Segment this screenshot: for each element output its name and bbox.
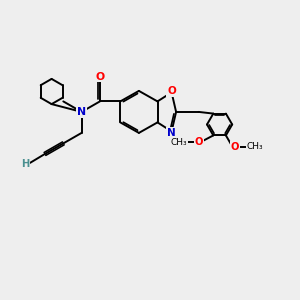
Text: H: H: [21, 159, 30, 170]
Text: N: N: [167, 128, 176, 138]
Text: CH₃: CH₃: [247, 142, 264, 151]
Text: O: O: [194, 137, 203, 147]
Text: N: N: [77, 107, 86, 117]
Text: O: O: [95, 71, 104, 82]
Text: O: O: [167, 86, 176, 96]
Text: O: O: [230, 142, 239, 152]
Text: CH₃: CH₃: [170, 137, 187, 146]
